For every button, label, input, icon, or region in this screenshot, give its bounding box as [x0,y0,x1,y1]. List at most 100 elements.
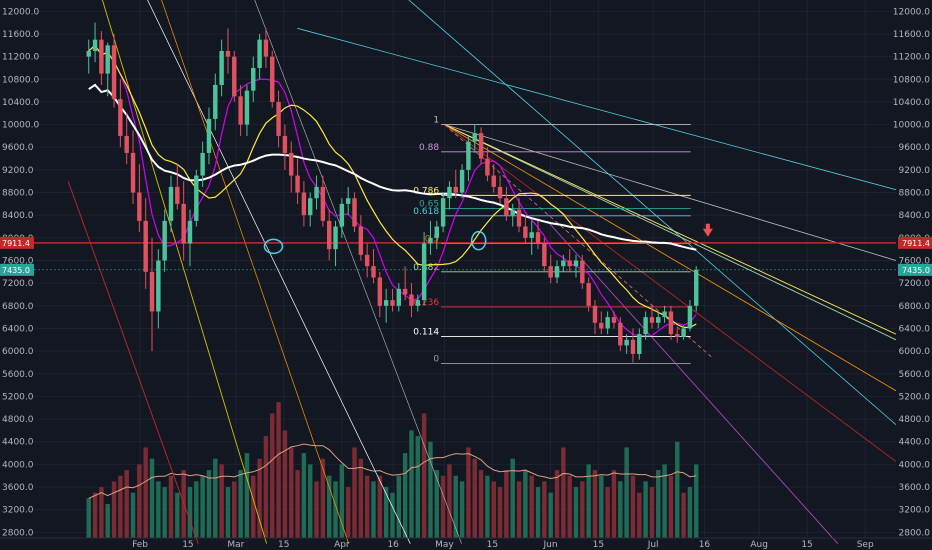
candle-body [352,198,357,227]
y-tick-left: 6000.0 [2,347,34,357]
candle-body [175,186,180,204]
price-tag-left [0,236,34,249]
candle-body [149,271,155,312]
candle-body [232,56,237,97]
candle-body [402,288,408,295]
trend-line-12 [546,220,839,544]
trend-line-3 [161,0,350,544]
candle-body [453,186,458,193]
candle-body [681,328,686,337]
y-tick-left: 7600.0 [2,257,34,267]
candle-body [668,311,674,335]
volume-bar [497,487,503,538]
candle-body [440,198,446,227]
fib-label: 0 [433,355,439,365]
volume-bar [611,470,617,538]
trend-lines [34,0,897,544]
volume-bar [491,481,496,538]
candle-body [206,118,212,153]
trend-line-0 [147,0,411,544]
y-tick-right: 3600.0 [899,483,931,493]
volume-bar [668,475,674,538]
volume-bar [175,492,180,538]
volume-bar [637,492,642,538]
y-tick-left: 3200.0 [2,506,34,516]
volume-bar [542,481,547,538]
candle-body [478,133,484,159]
x-tick: Aug [750,540,768,550]
y-tick-right: 2800.0 [899,528,931,538]
volume-bar [206,470,212,538]
candle-body [624,339,629,346]
candle-body [630,339,636,354]
candle-body [554,266,560,278]
volume-bar [149,458,155,538]
volume-bar [649,487,655,538]
trend-line-7 [444,124,897,261]
candle-body [225,50,231,57]
candle-body [326,220,332,250]
volume-bar [472,458,477,538]
y-tick-right: 7600.0 [899,257,931,267]
fib-label: 0.65 [419,199,439,209]
volume-bar [459,481,465,538]
volume-bar [390,492,395,538]
candle-body [377,277,383,306]
volume-bar [86,498,91,538]
volume-bar [485,475,490,538]
candle-body [345,198,351,204]
y-tick-right: 4000.0 [899,460,931,470]
volume-bar [662,464,667,538]
y-tick-right: 10000.0 [893,121,930,131]
candle-body [105,45,110,74]
x-tick: Apr [334,540,350,550]
candle-body [301,192,307,216]
price-tag-right [898,263,932,276]
y-tick-left: 9200.0 [2,166,34,176]
x-tick: 15 [593,540,604,550]
volume-bar [339,464,345,538]
candle-body [364,254,370,267]
candle-body [510,209,515,216]
fib-label: 0.236 [413,298,439,308]
y-tick-left: 5600.0 [2,370,34,380]
volume-bar [409,430,414,538]
y-tick-right: 11600.0 [893,30,930,40]
y-tick-right: 4800.0 [899,415,931,425]
candle-body [567,260,572,267]
volume-bar [656,470,661,538]
candle-body [181,203,186,244]
candle-body [561,260,566,267]
volume-bar [434,470,439,538]
price-tag-left [0,263,34,276]
y-tick-left: 11600.0 [2,30,39,40]
candle-body [143,220,148,272]
volume-bar [478,470,484,538]
candle-body [637,334,642,354]
candle-body [466,141,471,170]
x-tick: Jul [647,540,659,550]
volume-bar [162,487,167,538]
volume-bar [187,487,193,538]
fib-label: 0.88 [419,143,439,153]
volume-bar [326,475,332,538]
volume-bar [586,464,591,538]
candle-body [694,269,699,306]
candle-body [656,317,661,323]
volume-bar [200,475,205,538]
candle-body [168,186,174,221]
candle-body [643,317,648,335]
x-tick: Sep [857,540,874,550]
candle-body [580,260,585,284]
volume-bar [238,470,243,538]
candle-body [472,133,477,142]
x-tick: 15 [801,540,812,550]
volume-bar [529,475,534,538]
volume-bar [308,464,313,538]
candle-body [586,283,591,306]
y-tick-left: 3600.0 [2,483,34,493]
y-axis-right: 12000.0 11600.0 11200.0 10800.0 10400.0 10000… [893,7,930,538]
volume-bar [466,447,471,538]
